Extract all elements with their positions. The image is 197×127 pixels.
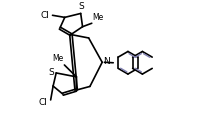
Text: Me: Me: [92, 13, 104, 22]
Text: S: S: [78, 2, 84, 11]
Text: Cl: Cl: [39, 99, 48, 107]
Text: N: N: [103, 57, 110, 66]
Text: Cl: Cl: [41, 11, 49, 20]
Text: S: S: [48, 68, 54, 77]
Text: Me: Me: [53, 54, 64, 64]
